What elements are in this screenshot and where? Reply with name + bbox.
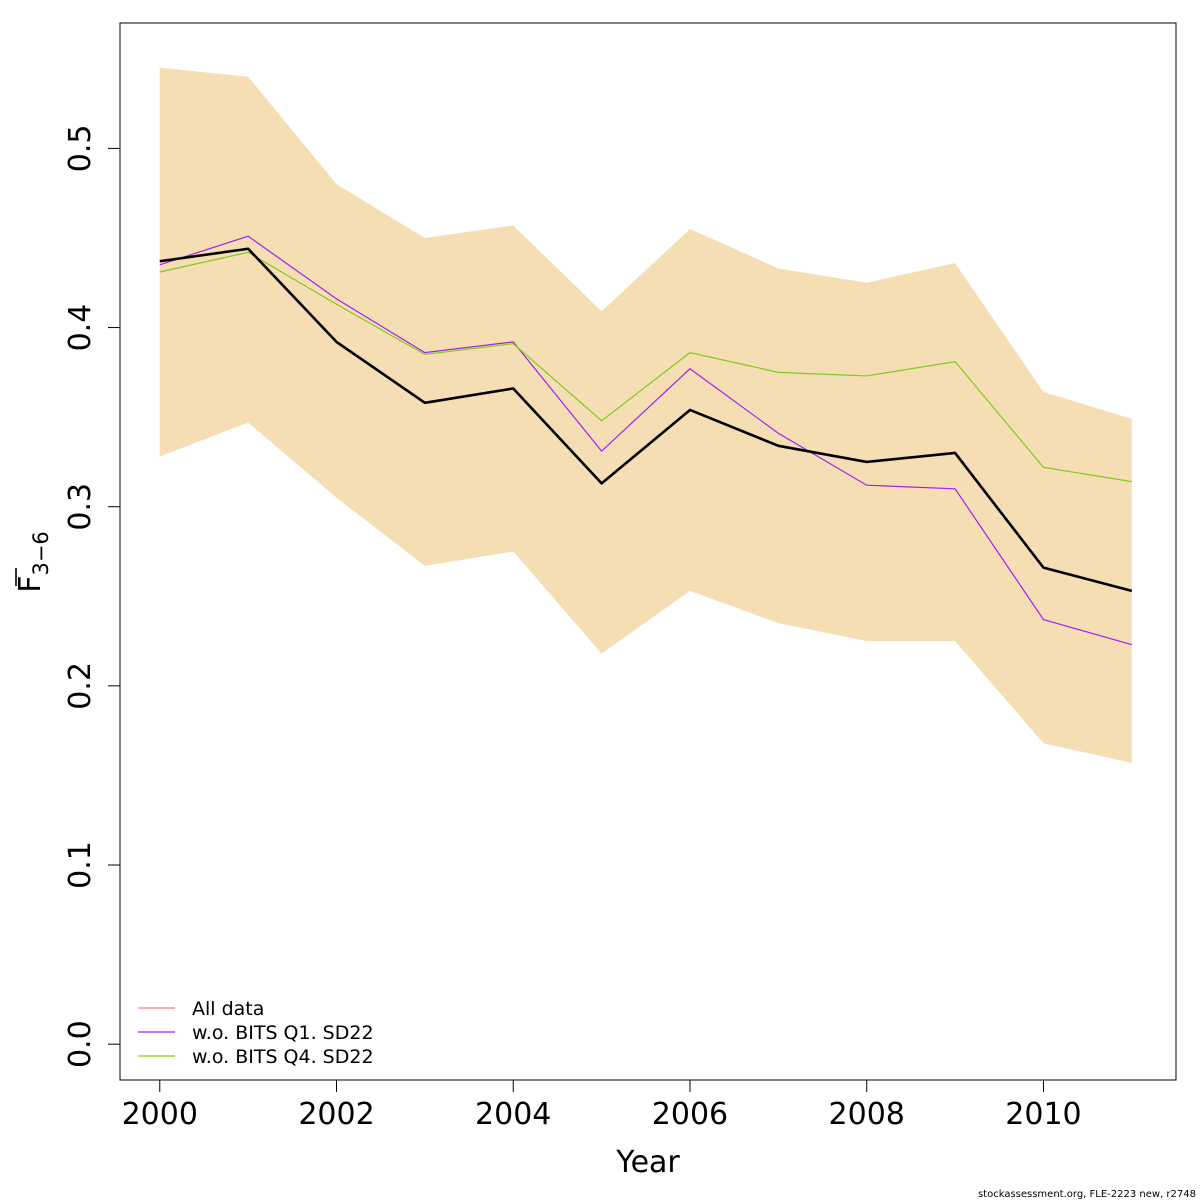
legend-label: w.o. BITS Q1. SD22 (192, 1022, 374, 1044)
legend-label: w.o. BITS Q4. SD22 (192, 1046, 374, 1068)
series-line-2 (159, 251, 1132, 483)
y-tick-label: 0.5 (63, 125, 98, 173)
main-line-layer (159, 247, 1133, 593)
legend-label: All data (192, 998, 264, 1020)
y-axis: 0.0 0.1 0.2 0.3 0.4 0.5 (63, 125, 121, 1068)
y-axis-title-subscript: 3−6 (29, 531, 53, 575)
y-axis-title: F3−6 (13, 531, 53, 593)
confidence-band (159, 67, 1132, 763)
series-line-1 (159, 235, 1132, 646)
x-tick-label: 2004 (475, 1097, 551, 1132)
main-estimate-line (159, 247, 1133, 593)
x-tick-label: 2010 (1005, 1097, 1081, 1132)
y-axis-title-main: F (13, 576, 48, 593)
y-tick-label: 0.1 (63, 841, 98, 889)
y-tick-label: 0.2 (63, 662, 98, 710)
x-axis-title: Year (615, 1145, 680, 1180)
x-tick-label: 2006 (652, 1097, 728, 1132)
x-axis: 2000 2002 2004 2006 2008 2010 (122, 1079, 1082, 1132)
y-tick-label: 0.4 (63, 304, 98, 352)
confidence-band-layer (159, 67, 1132, 763)
series-layer (159, 235, 1132, 646)
x-tick-label: 2000 (122, 1097, 198, 1132)
x-tick-label: 2008 (829, 1097, 905, 1132)
x-tick-label: 2002 (298, 1097, 374, 1132)
y-tick-label: 0.3 (63, 483, 98, 531)
y-tick-label: 0.0 (63, 1020, 98, 1068)
footer-credit: stockassessment.org, FLE-2223 new, r2748 (978, 1189, 1196, 1200)
svg-text:F3−6: F3−6 (13, 531, 53, 593)
